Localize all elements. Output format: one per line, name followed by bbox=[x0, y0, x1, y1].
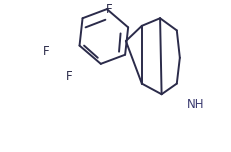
Text: F: F bbox=[105, 3, 112, 16]
Text: F: F bbox=[66, 69, 72, 83]
Text: F: F bbox=[43, 45, 49, 58]
Text: NH: NH bbox=[186, 98, 203, 111]
